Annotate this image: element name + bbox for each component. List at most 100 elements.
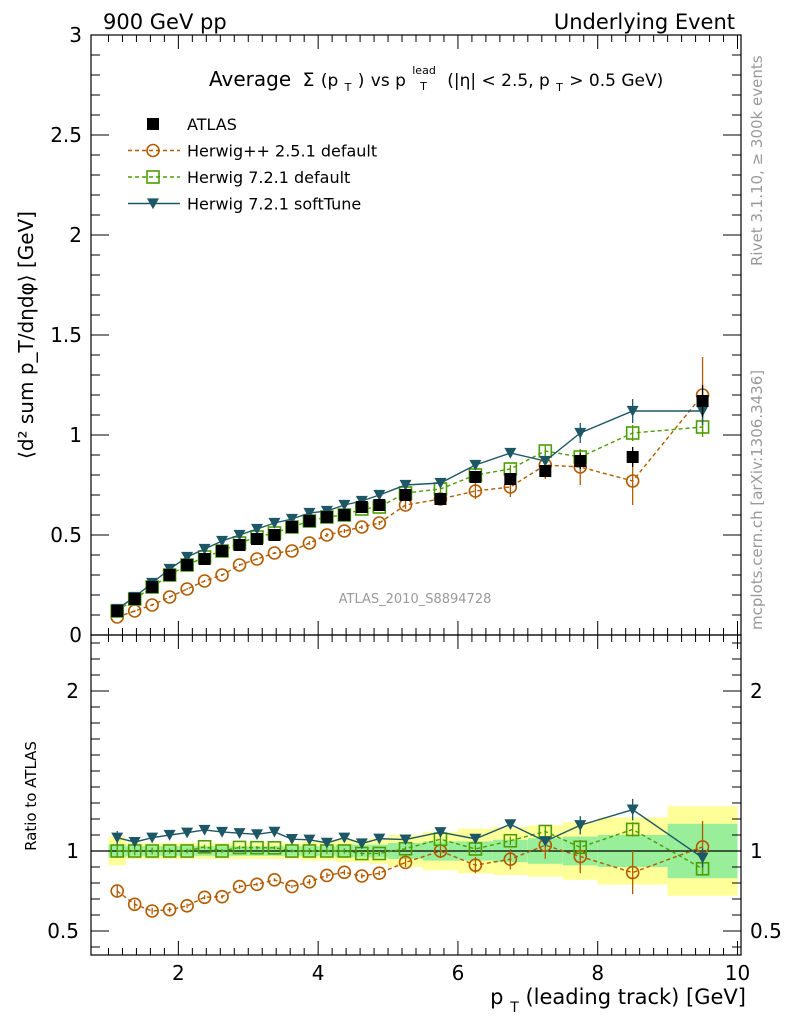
series-herwig-2-5-1-default-point: [145, 598, 159, 612]
series-herwig-7-2-1-softtune-point: [198, 543, 211, 555]
legend: ATLAS Herwig++ 2.5.1 default Herwig 7.2.1 …: [128, 115, 377, 214]
title-arg-sub: T: [344, 81, 352, 94]
main-axis-ticks: 0 0.5 1 1.5 2 2.5 3: [50, 23, 741, 647]
series-atlas-point: [696, 395, 709, 407]
rivet-label: Rivet 3.1.10, ≥ 300k events: [748, 55, 766, 266]
series-herwig-2-5-1-default-point: [302, 536, 317, 550]
series-herwig-2-5-1-default-point: [197, 574, 212, 588]
series-herwig-2-5-1-default-line: [116, 394, 704, 618]
series-herwig-7-2-1-softtune-point: [373, 489, 386, 501]
series-atlas-point: [250, 533, 263, 545]
x-axis-label-p: p: [490, 985, 503, 1009]
header-left: 900 GeV pp: [103, 10, 227, 34]
series-herwig-7-2-1-softtune-ratio-point: [216, 826, 229, 838]
series-atlas-point: [574, 455, 587, 467]
series-herwig-7-2-1-softtune-point: [181, 551, 194, 563]
series-herwig-7-2-1-softtune-ratio-point: [574, 820, 587, 831]
x-axis-label-rest: (leading track) [GeV]: [525, 985, 746, 1009]
series-herwig-2-5-1-default-ratio-point: [398, 855, 413, 870]
series-atlas-point: [626, 451, 639, 463]
series-herwig-2-5-1-default-ratio-point: [302, 875, 317, 889]
series-herwig-2-5-1-default-ratio-point: [162, 902, 177, 917]
x-tick-label: 6: [452, 961, 465, 985]
series-herwig-7-2-1-softtune-ratio-point: [626, 804, 639, 816]
series-herwig-7-2-1-softtune-point: [285, 513, 298, 525]
main-y-axis-label-text: ⟨d² sum p_T/dηdφ⟩ [GeV]: [14, 211, 38, 459]
series-herwig-7-2-1-softtune-ratio-point: [111, 832, 124, 844]
legend-label-3: Herwig 7.2.1 softTune: [187, 195, 361, 214]
series-atlas-point: [233, 539, 246, 551]
series-atlas-point: [373, 499, 386, 511]
series-herwig-2-5-1-default-ratio-point: [355, 869, 369, 883]
series-herwig-2-5-1-default-ratio-point: [267, 872, 282, 887]
ratio-y-axis-label: Ratio to ATLAS: [22, 741, 40, 851]
series-herwig-7-2-1-default-ratio-point: [503, 833, 518, 848]
series-herwig-7-2-1-default-ratio-point: [232, 840, 247, 855]
ratio-series-layer: [110, 798, 710, 918]
series-herwig-2-5-1-default-ratio-point: [320, 868, 334, 883]
series-herwig-7-2-1-softtune-ratio-point: [373, 833, 386, 845]
main-y-tick-label: 2.5: [50, 123, 82, 147]
analysis-id: ATLAS_2010_S8894728: [339, 592, 492, 607]
series-herwig-7-2-1-softtune-ratio-point: [469, 833, 482, 845]
title-vs: vs p: [371, 71, 406, 91]
series-herwig-7-2-1-softtune-point: [303, 507, 316, 519]
series-atlas-point: [268, 529, 281, 541]
series-herwig-7-2-1-default-ratio-point: [145, 844, 159, 858]
series-herwig-7-2-1-softtune-ratio-point: [696, 852, 709, 864]
main-y-tick-label: 2: [69, 223, 82, 247]
title-prefix: Average: [209, 67, 291, 91]
series-atlas-point: [320, 511, 333, 523]
series-herwig-2-5-1-default-point: [468, 484, 483, 498]
series-herwig-2-5-1-default-ratio-point: [285, 879, 299, 894]
series-herwig-2-5-1-default-ratio-point: [232, 879, 247, 894]
series-herwig-7-2-1-softtune-ratio-point: [146, 832, 159, 844]
series-atlas-point: [146, 581, 159, 593]
series-herwig-7-2-1-default-ratio-point: [625, 822, 640, 837]
main-y-axis-label: ⟨d² sum p_T/dηdφ⟩ [GeV]: [14, 211, 38, 459]
main-y-tick-label: 0: [69, 623, 82, 647]
series-atlas-point: [539, 465, 552, 477]
series-herwig-7-2-1-softtune-ratio-point: [268, 826, 281, 838]
series-atlas-point: [338, 509, 351, 521]
series-herwig-2-5-1-default-point: [267, 546, 282, 560]
series-herwig-2-5-1-default-point: [232, 558, 247, 572]
main-y-tick-label: 1: [69, 423, 82, 447]
series-herwig-7-2-1-default-ratio-point: [215, 844, 229, 858]
series-herwig-2-5-1-default-point: [162, 590, 177, 604]
series-herwig-7-2-1-softtune-ratio-point: [128, 837, 141, 848]
legend-marker-3: [147, 198, 159, 210]
legend-label-1: Herwig++ 2.5.1 default: [187, 142, 377, 161]
series-herwig-7-2-1-softtune-ratio-point: [355, 838, 368, 850]
series-herwig-7-2-1-softtune-ratio-point: [233, 828, 246, 839]
series-herwig-7-2-1-softtune-ratio-point: [181, 827, 194, 839]
series-herwig-7-2-1-softtune-point: [216, 535, 229, 547]
series-herwig-2-5-1-default-ratio-point: [180, 899, 194, 913]
series-herwig-7-2-1-softtune-ratio-point: [285, 834, 298, 845]
legend-marker-0: [147, 118, 159, 130]
series-herwig-7-2-1-softtune-point: [626, 405, 639, 417]
series-herwig-7-2-1-softtune-point: [574, 427, 587, 439]
series-herwig-7-2-1-default-ratio-line: [117, 828, 703, 870]
series-herwig-7-2-1-softtune-ratio-point: [320, 837, 333, 849]
series-herwig-7-2-1-softtune-ratio-point: [539, 836, 552, 847]
series-herwig-2-5-1-default-ratio-point: [250, 877, 264, 892]
series-herwig-7-2-1-default-ratio-point: [110, 844, 125, 858]
series-herwig-2-5-1-default-point: [215, 568, 229, 582]
series-herwig-7-2-1-softtune-ratio-point: [198, 824, 211, 836]
series-herwig-7-2-1-softtune-ratio-point: [434, 827, 447, 838]
title-lead-sup: lead: [412, 64, 436, 77]
ratio-y-axis-label-text: Ratio to ATLAS: [22, 741, 40, 851]
series-herwig-7-2-1-default-line: [116, 426, 703, 612]
series-herwig-2-5-1-default-point: [337, 524, 352, 538]
series-atlas-point: [355, 501, 368, 513]
series-herwig-2-5-1-default-point: [285, 544, 299, 558]
title-sigma: Σ: [303, 69, 315, 91]
ratio-y-tick-label-left: 1: [66, 839, 79, 863]
series-herwig-2-5-1-default-ratio-point: [110, 884, 125, 898]
series-atlas-point: [504, 473, 517, 485]
series-herwig-2-5-1-default-ratio-point: [337, 865, 352, 880]
series-herwig-2-5-1-default-ratio-point: [145, 904, 159, 918]
